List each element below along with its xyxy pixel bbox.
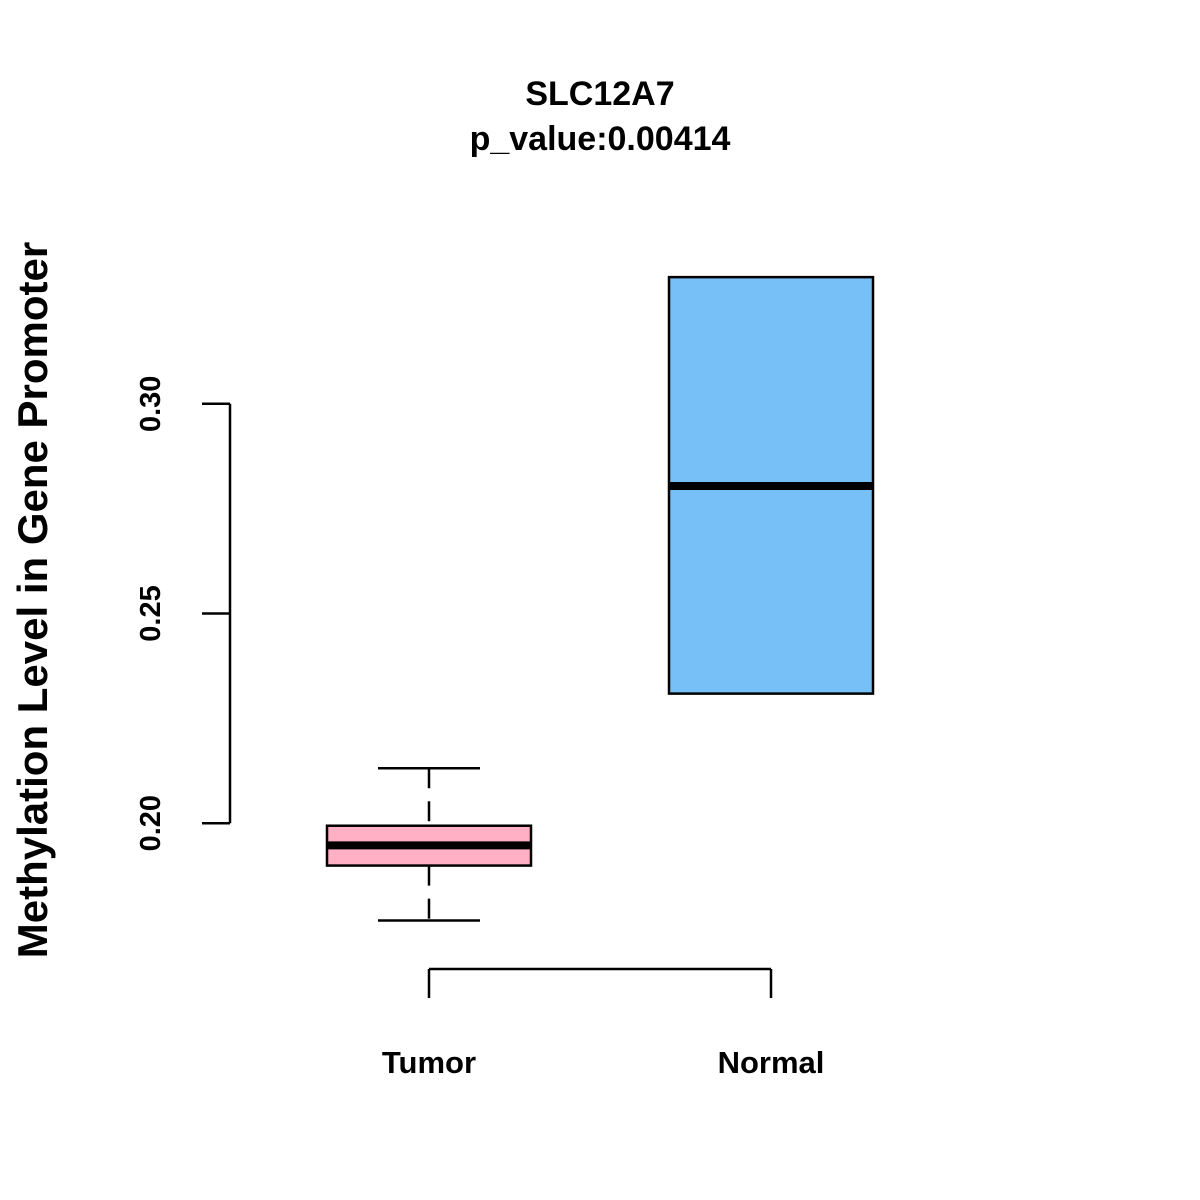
y-tick-label: 0.25	[135, 585, 167, 641]
x-axis: Tumor Normal	[382, 967, 825, 1080]
box-normal	[667, 275, 875, 695]
box-tumor	[325, 767, 533, 922]
y-axis-label: Methylation Level in Gene Promoter	[9, 242, 56, 958]
y-axis: 0.20 0.25 0.30	[135, 376, 232, 851]
x-tick-label: Normal	[718, 1045, 825, 1080]
x-tick-label: Tumor	[382, 1045, 476, 1080]
boxes	[325, 275, 875, 922]
chart-subtitle: p_value:0.00414	[470, 120, 731, 158]
y-tick-label: 0.20	[135, 795, 167, 851]
y-tick-label: 0.30	[135, 376, 167, 432]
chart-title: SLC12A7	[525, 75, 674, 113]
